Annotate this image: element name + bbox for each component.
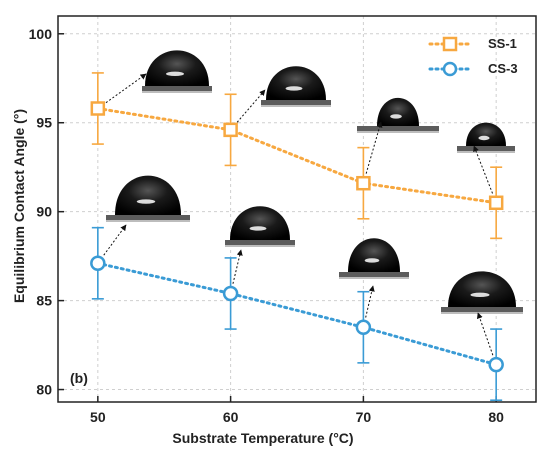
y-tick-label: 100 [29,26,53,42]
substrate-plate [457,146,515,151]
droplet-highlight [478,135,490,141]
legend-label-cs-3: CS-3 [488,61,518,76]
droplet [115,175,181,215]
droplet-image [457,122,515,153]
x-tick-label: 70 [356,409,372,425]
panel-label: (b) [70,370,88,386]
data-point [488,356,504,373]
annotation-arrow [232,249,243,284]
substrate-plate [142,86,212,91]
annotation-arrow [103,224,127,256]
substrate-edge [441,312,523,314]
substrate-edge [225,245,295,247]
y-tick-label: 95 [36,115,52,131]
legend-label-ss-1: SS-1 [488,36,517,51]
data-point [222,285,239,302]
droplet [466,122,506,146]
droplet-image [106,175,190,222]
x-tick-label: 60 [223,409,239,425]
droplet-image [339,238,409,279]
substrate-edge [457,151,515,153]
annotation-arrow [236,89,266,123]
substrate-edge [261,105,331,107]
substrate-edge [142,91,212,93]
data-series [90,72,504,402]
droplet [377,97,419,126]
substrate-plate [225,240,295,245]
legend-marker-square [442,36,458,52]
droplet [230,206,290,240]
y-tick-label: 80 [36,382,52,398]
droplet [448,271,516,307]
legend-item-cs-3: CS-3 [428,61,518,77]
series-line [96,261,498,367]
droplet-highlight [136,199,156,204]
droplet-arrows [103,73,494,356]
substrate-plate [357,126,439,131]
substrate-edge [106,220,190,222]
annotation-arrow [365,285,375,318]
legend-item-ss-1: SS-1 [428,36,517,52]
annotation-arrow [473,145,493,194]
legend: SS-1 CS-3 [428,36,518,77]
substrate-edge [339,277,409,279]
annotation-arrow [476,312,494,356]
y-tick-label: 90 [36,204,52,220]
series-line [96,106,498,205]
y-axis-title: Equilibrium Contact Angle (°) [11,109,27,303]
x-tick-labels: 50 60 70 80 [90,409,504,425]
data-point [356,175,371,191]
data-point [90,255,106,272]
annotation-arrow [365,121,383,174]
droplet-images [106,50,523,314]
substrate-plate [339,272,409,277]
droplet-highlight [249,226,267,231]
droplet-highlight [364,258,380,263]
data-point [488,195,504,211]
substrate-plate [106,215,190,220]
droplet-image [261,66,331,107]
droplet-highlight [166,71,184,77]
x-tick-label: 80 [488,409,504,425]
y-tick-label: 85 [36,293,52,309]
series-cs-3 [90,226,504,402]
droplet [348,238,400,272]
droplet [145,50,209,86]
droplet-highlight [285,86,303,91]
x-axis-title: Substrate Temperature (°C) [172,430,353,446]
substrate-plate [261,100,331,105]
y-tick-labels: 80 85 90 95 100 [29,26,53,398]
substrate-edge [357,131,439,133]
series-ss-1 [90,72,504,240]
droplet-image [441,271,523,314]
droplet-image [357,97,439,133]
data-point [355,319,372,336]
annotation-arrow [105,73,147,104]
data-point [223,122,238,138]
droplet [266,66,326,100]
legend-marker-circle [442,61,458,77]
droplet-highlight [390,114,402,119]
x-tick-label: 50 [90,409,106,425]
droplet-image [142,50,212,93]
droplet-image [225,206,295,247]
droplet-highlight [470,292,490,298]
plot-frame [57,15,537,403]
substrate-plate [441,307,523,312]
data-point [90,101,106,116]
